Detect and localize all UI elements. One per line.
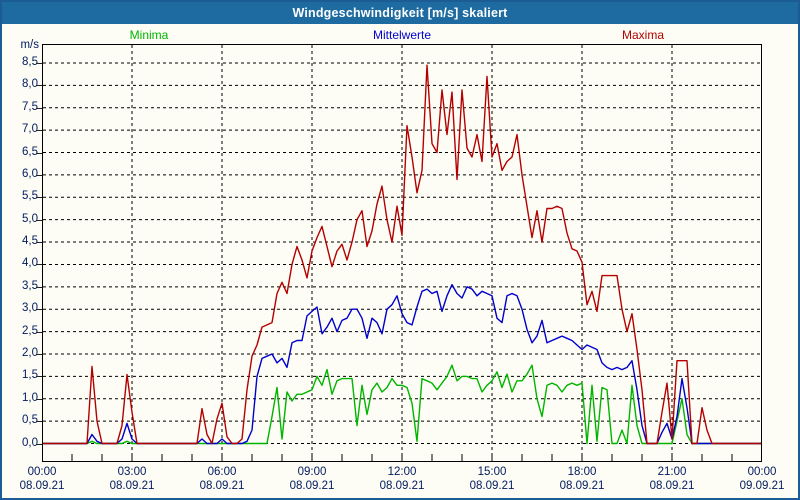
y-tick-label: 8,0 (22, 78, 38, 91)
y-tick-label: 5,5 (22, 190, 38, 203)
x-tick-time: 03:00 (117, 466, 147, 478)
x-tick-date: 08.09.21 (379, 480, 425, 492)
x-tick-label: 00:00 09.09.21 (717, 465, 798, 493)
y-tick-mark (36, 331, 42, 333)
y-tick-label: 6,5 (22, 145, 38, 158)
y-tick-label: 0,5 (22, 414, 38, 427)
x-tick-label: 06:00 08.09.21 (177, 465, 267, 493)
y-tick-mark (36, 63, 42, 64)
window-title: Windgeschwindigkeit [m/s] skaliert (2, 2, 798, 24)
y-tick-label: 6,0 (22, 167, 38, 180)
x-tick-time: 09:00 (297, 466, 327, 478)
y-tick-label: 1,0 (22, 391, 38, 404)
y-tick-label: 3,0 (22, 302, 38, 315)
y-tick-label: 4,5 (22, 235, 38, 248)
y-tick-mark (36, 85, 42, 87)
x-tick-date: 08.09.21 (469, 480, 515, 492)
y-tick-label: 4,0 (22, 257, 38, 270)
y-tick-mark (36, 264, 42, 266)
y-tick-mark (36, 242, 42, 244)
legend-minima-label: Minima (129, 28, 169, 42)
y-axis-unit-label: m/s (20, 39, 39, 51)
x-tick-time: 00:00 (27, 466, 57, 478)
y-tick-mark (36, 286, 42, 288)
y-tick-mark (36, 398, 42, 400)
x-tick-date: 09.09.21 (739, 480, 785, 492)
y-tick-mark (36, 353, 42, 355)
plot-area (42, 44, 762, 462)
x-tick-date: 08.09.21 (559, 480, 605, 492)
y-tick-mark (36, 152, 42, 154)
x-tick-label: 12:00 08.09.21 (357, 465, 447, 493)
y-tick-mark (36, 174, 42, 176)
x-tick-label: 21:00 08.09.21 (627, 465, 717, 493)
legend-maxima-label: Maxima (621, 28, 665, 42)
x-tick-label: 18:00 08.09.21 (537, 465, 627, 493)
x-tick-time: 12:00 (387, 466, 417, 478)
x-tick-label: 03:00 08.09.21 (87, 465, 177, 493)
x-tick-time: 06:00 (207, 466, 237, 478)
x-tick-date: 08.09.21 (649, 480, 695, 492)
y-tick-mark (36, 107, 42, 109)
y-tick-mark (36, 219, 42, 221)
y-tick-label: 8,5 (22, 56, 38, 68)
y-tick-label: 0,0 (22, 436, 38, 449)
y-tick-mark (36, 443, 42, 445)
y-tick-label: 7,5 (22, 100, 38, 113)
y-tick-label: 2,5 (22, 324, 38, 337)
y-tick-label: 2,0 (22, 346, 38, 359)
y-tick-label: 1,5 (22, 369, 38, 382)
chart-legend: Minima Mittelwerte Maxima (2, 28, 798, 43)
x-tick-label: 15:00 08.09.21 (447, 465, 537, 493)
x-tick-date: 08.09.21 (19, 480, 65, 492)
y-tick-mark (36, 309, 42, 311)
x-tick-date: 08.09.21 (109, 480, 155, 492)
y-tick-mark (36, 421, 42, 423)
x-tick-time: 15:00 (477, 466, 507, 478)
legend-mittelwerte-label: Mittelwerte (372, 28, 432, 42)
x-tick-time: 18:00 (567, 466, 597, 478)
y-tick-mark (36, 130, 42, 132)
series-maxima (42, 64, 762, 445)
y-tick-label: 3,5 (22, 279, 38, 292)
x-tick-date: 08.09.21 (289, 480, 335, 492)
y-tick-mark (36, 376, 42, 378)
x-tick-time: 21:00 (657, 466, 687, 478)
x-tick-label: 09:00 08.09.21 (267, 465, 357, 493)
x-tick-date: 08.09.21 (199, 480, 245, 492)
y-tick-mark (36, 197, 42, 199)
y-tick-label: 5,0 (22, 212, 38, 225)
x-tick-label: 00:00 08.09.21 (2, 465, 87, 493)
y-tick-label: 7,0 (22, 123, 38, 136)
x-tick-time: 00:00 (747, 466, 777, 478)
